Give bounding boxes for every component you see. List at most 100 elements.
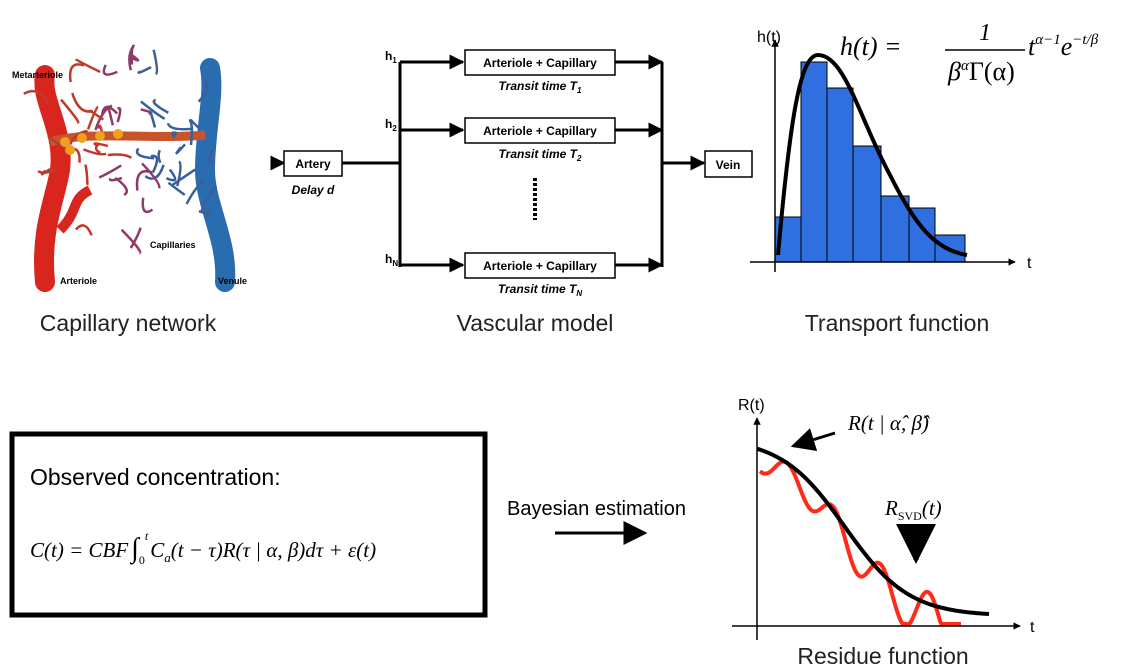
capillary-illustration	[23, 44, 236, 292]
base: h	[385, 252, 392, 266]
capillary	[167, 181, 186, 196]
branch-box	[464, 117, 616, 144]
capillary	[60, 98, 80, 124]
formula-lhs: h(t) =	[840, 32, 902, 61]
transit-label: Transit time T2	[499, 147, 582, 163]
formula-denominator: βαΓ(α)	[947, 57, 1015, 86]
fit-curve	[756, 446, 990, 616]
base: h	[385, 49, 392, 63]
rest: (t − τ)R(τ | α, β)dτ + ε(t)	[171, 538, 376, 562]
base: R	[884, 496, 898, 520]
fit-arrow	[790, 428, 836, 452]
venule-vessel	[194, 58, 236, 292]
capillary	[83, 148, 107, 156]
sphincter	[113, 129, 123, 139]
sub: a	[164, 550, 171, 565]
capillary	[135, 147, 155, 160]
y-axis-label: R(t)	[738, 397, 765, 414]
capillary	[150, 154, 159, 174]
capillary	[93, 142, 109, 148]
base: Transit time T	[499, 79, 579, 93]
e: e	[1061, 32, 1073, 61]
capillary	[137, 65, 152, 74]
capillary	[171, 131, 178, 138]
capillary	[188, 118, 194, 146]
sphincter	[65, 145, 75, 155]
lower: 0	[139, 553, 145, 567]
capillary	[141, 197, 154, 214]
capillary	[198, 210, 211, 216]
branch-weight: h2	[385, 117, 397, 133]
x-axis-label: t	[1027, 255, 1032, 272]
fit-label: R(t | α̂, β̂)	[847, 411, 930, 435]
capillary	[116, 106, 122, 123]
formula-numerator: 1	[979, 20, 991, 46]
sphincter	[95, 131, 105, 141]
observation-box	[9, 431, 488, 618]
lhs: C(t) = CBF	[30, 538, 128, 562]
capillary	[141, 162, 161, 189]
hist-bar	[800, 61, 828, 263]
y-axis-label: h(t)	[757, 29, 781, 46]
vein-box	[704, 150, 753, 178]
sub: 1	[577, 86, 582, 95]
capillary	[37, 166, 59, 174]
label-metarteriole: Metarteriole	[12, 70, 63, 80]
branch-weight: hN	[385, 252, 398, 268]
x-axis-label: t	[1030, 619, 1035, 636]
sphincter	[60, 137, 70, 147]
hist-bar	[852, 145, 882, 263]
branch-weight: h1	[385, 49, 397, 65]
capillary	[208, 184, 217, 194]
artery-label: Artery	[295, 157, 331, 171]
sup: −t/β	[1072, 32, 1098, 48]
capillary	[185, 179, 205, 205]
capillary	[197, 78, 208, 103]
c: C	[150, 538, 165, 562]
sub: N	[392, 259, 398, 268]
formula-tail: tα−1e−t/β	[1028, 32, 1099, 61]
histogram	[774, 61, 966, 263]
capillary	[171, 168, 196, 187]
capillary	[108, 176, 123, 182]
label-capillaries: Capillaries	[150, 240, 196, 250]
caption: Vascular model	[457, 310, 614, 336]
sub: 1	[392, 56, 397, 65]
caption: Capillary network	[40, 310, 217, 336]
capillary	[114, 176, 128, 197]
capillary	[176, 160, 182, 187]
sup: α	[961, 58, 970, 74]
base: h	[385, 117, 392, 131]
branch-label: Arteriole + Capillary	[483, 259, 597, 273]
caption: Transport function	[805, 310, 990, 336]
label-arteriole: Arteriole	[60, 276, 97, 286]
caption: Residue function	[797, 643, 968, 668]
observation-formula: C(t) = CBF ∫0tCa(t − τ)R(τ | α, β)dτ + ε(…	[30, 529, 376, 567]
capillary	[166, 122, 192, 131]
base: β	[947, 57, 961, 86]
rest: (t)	[922, 496, 942, 520]
sub: SVD	[898, 509, 922, 523]
rest: Γ(α)	[969, 57, 1015, 86]
arteriole-branch	[56, 185, 93, 234]
hist-bar	[826, 87, 854, 263]
capillary	[86, 105, 99, 130]
capillary	[129, 227, 142, 249]
vein-label: Vein	[716, 158, 741, 172]
integral: ∫	[129, 533, 141, 565]
capillary	[74, 224, 93, 236]
base: Transit time T	[498, 282, 578, 296]
arteriole-vessel	[34, 65, 71, 292]
sphincter	[77, 133, 87, 143]
hist-bar	[880, 195, 910, 263]
capillary	[84, 164, 89, 185]
base: Transit time T	[499, 147, 579, 161]
capillary	[157, 149, 162, 164]
capillary	[200, 191, 215, 212]
branch-box	[464, 252, 616, 279]
observation-heading: Observed concentration:	[30, 464, 281, 490]
capillary	[98, 164, 122, 179]
branch-label: Arteriole + Capillary	[483, 56, 597, 70]
sup: α−1	[1035, 32, 1061, 48]
capillary	[140, 100, 166, 120]
